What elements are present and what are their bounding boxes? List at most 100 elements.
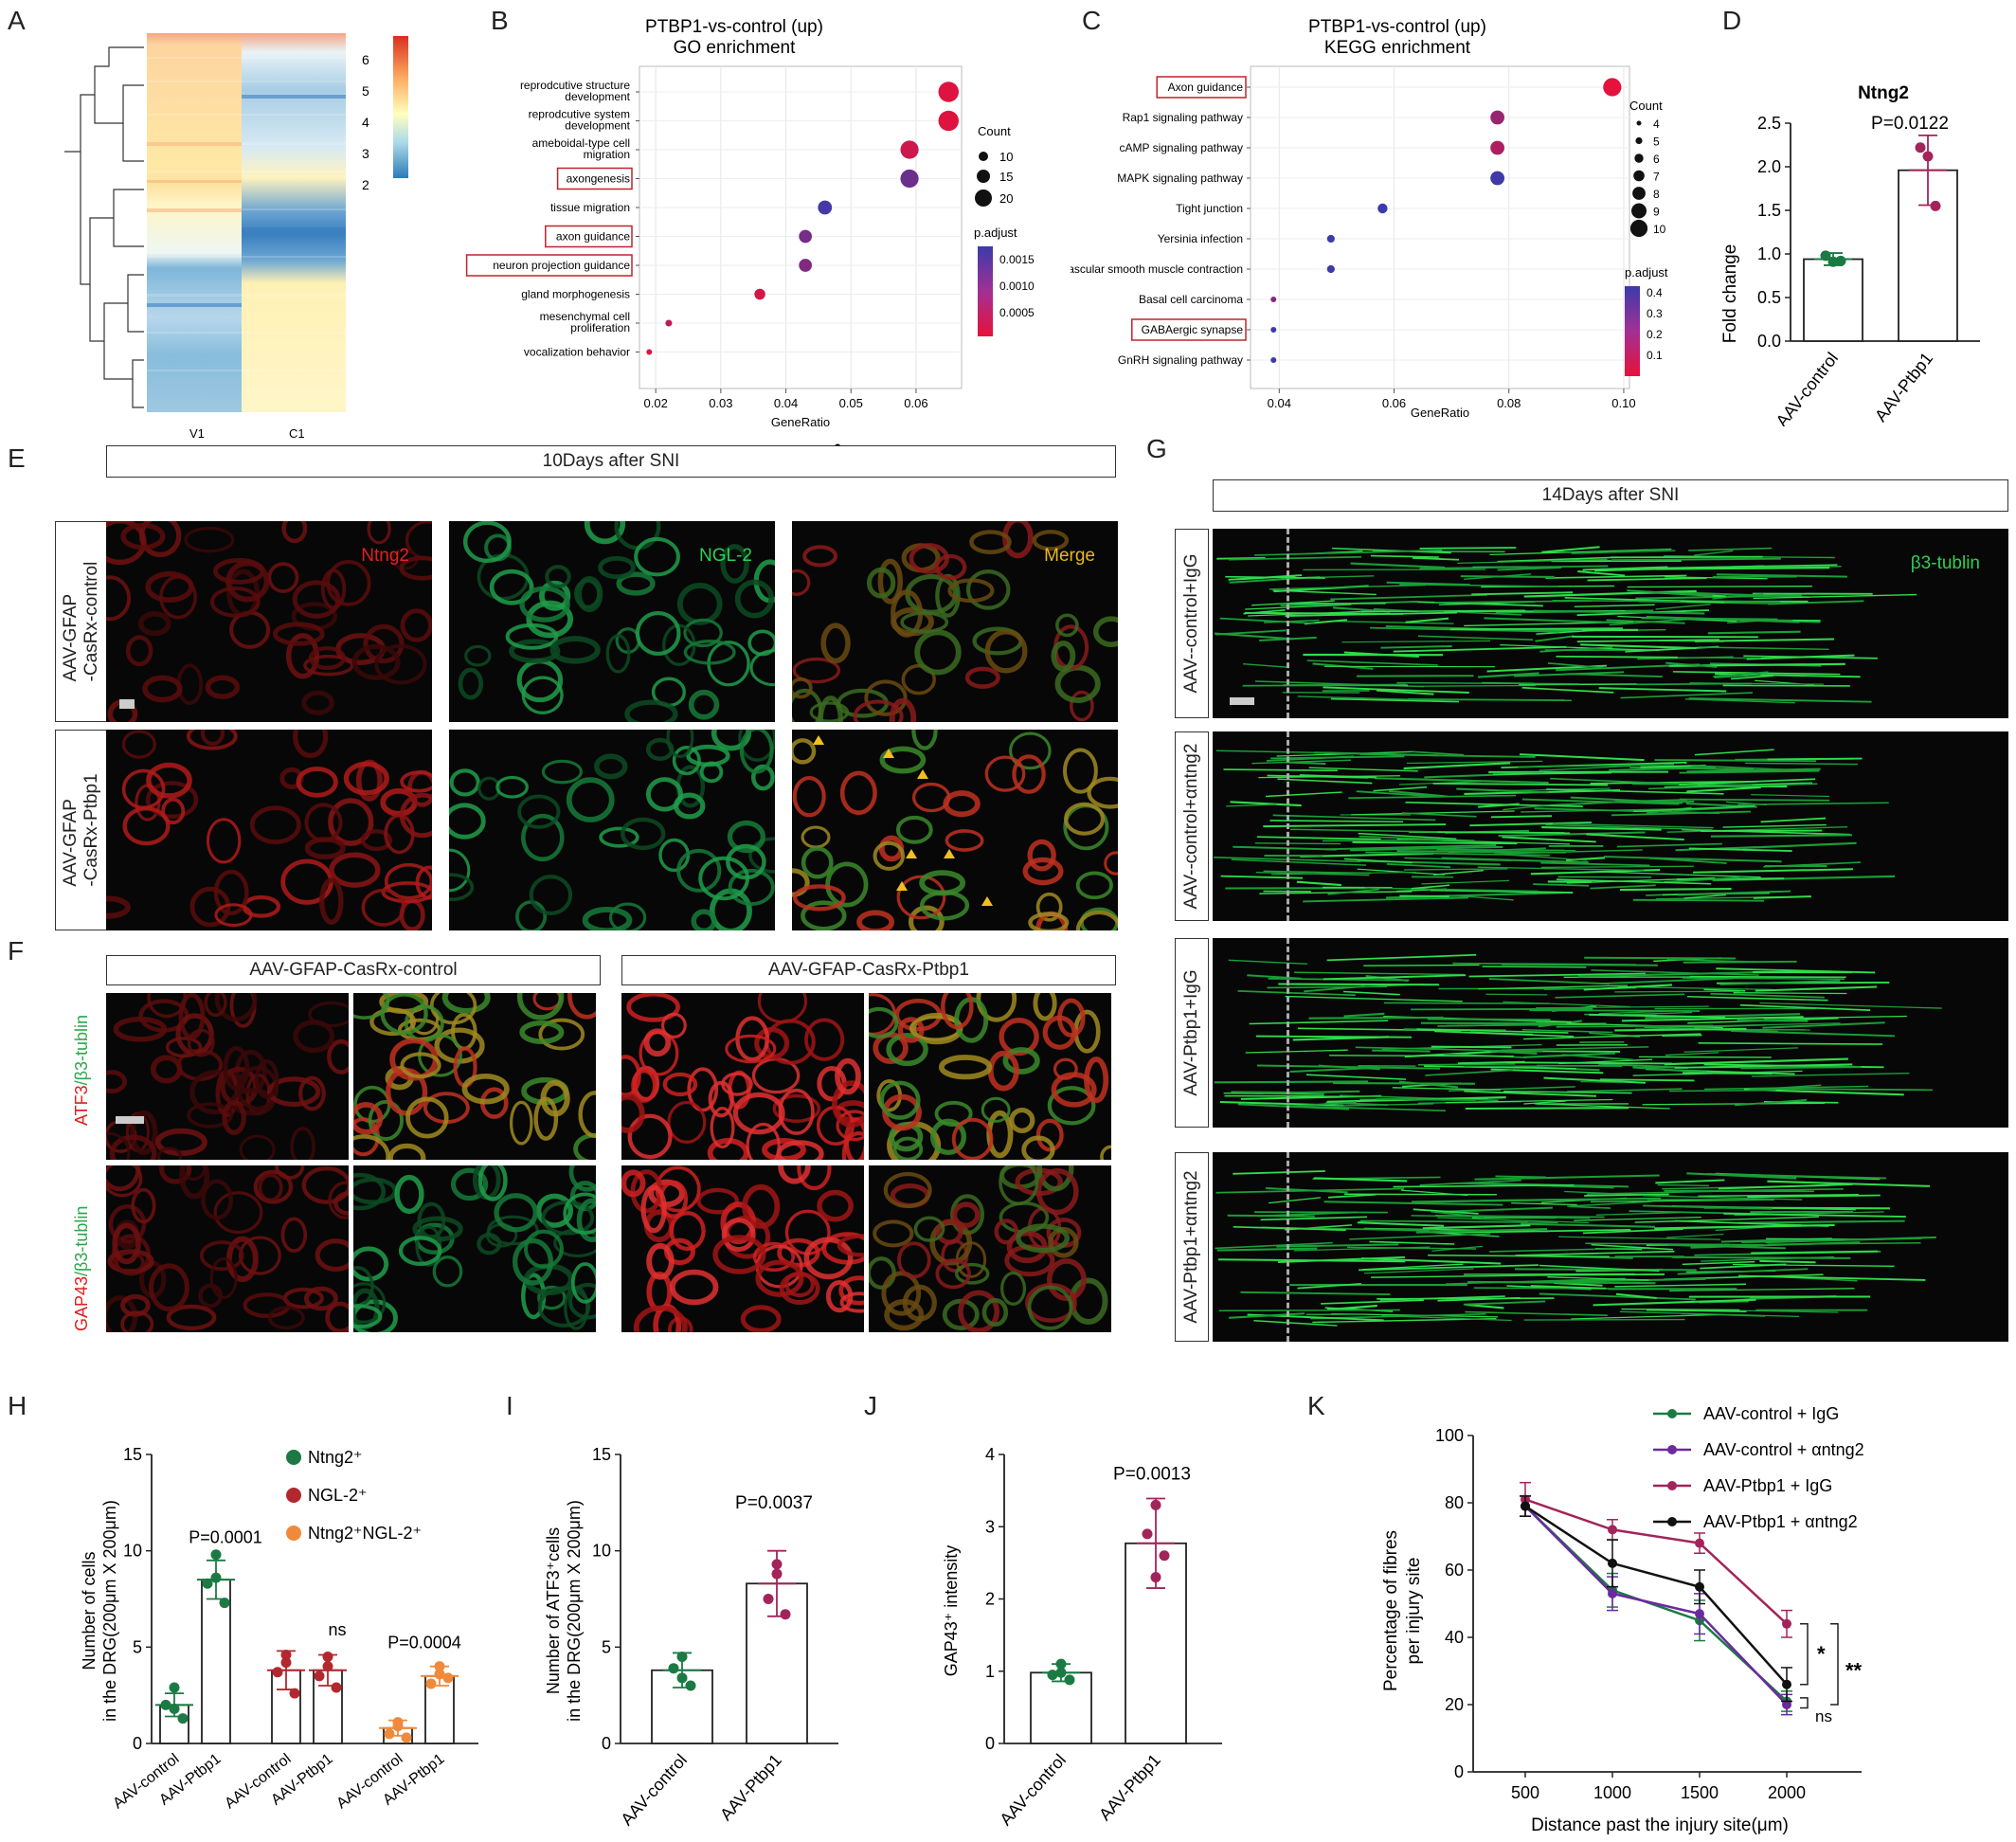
injury-site-line [1287, 731, 1289, 921]
kegg-count-legend-item: 7 [1653, 171, 1660, 184]
y-tick-label: 1.0 [1757, 244, 1781, 263]
data-point [442, 1672, 454, 1684]
kegg-count-legend-dot [1629, 219, 1648, 238]
data-point [1055, 1667, 1067, 1678]
data-point [1047, 1670, 1058, 1681]
g-row-label: AAV-Ptbp1+IgG [1175, 938, 1209, 1128]
data-point [272, 1667, 283, 1678]
panel-label-k: K [1307, 1391, 1325, 1420]
bar [1030, 1671, 1092, 1744]
data-point [1055, 1658, 1067, 1670]
k-x-tick-label: 1000 [1593, 1783, 1631, 1802]
panel-label-j: J [864, 1391, 877, 1420]
kegg-count-legend-dot [1635, 136, 1643, 145]
go-term-label: neuron projection guidance [493, 259, 630, 272]
panel-b-go-dotplot: PTBP1-vs-control (up) GO enrichment repr… [465, 17, 1035, 455]
go-term-label: tissue migration [550, 201, 630, 214]
kegg-term-label: GnRH signaling pathway [1118, 353, 1243, 367]
scale-bar [1230, 697, 1254, 705]
kegg-title-line1: PTBP1-vs-control (up) [1308, 17, 1486, 37]
x-tick-label: AAV-Ptbp1 [716, 1750, 785, 1824]
e-micrograph-r2-c1 [106, 730, 432, 930]
k-ylabel-line2: per injury site [1404, 1558, 1424, 1665]
f-header-control: AAV-GFAP-CasRx-control [106, 955, 601, 985]
kegg-count-legend-item: 8 [1653, 188, 1660, 201]
y-tick-label: 2 [985, 1590, 995, 1609]
go-term-label: vocalization behavior [524, 346, 630, 359]
colorbar-tick: 6 [362, 52, 369, 67]
channel-label: Merge [1044, 546, 1095, 566]
data-point [177, 1713, 189, 1725]
k-data-point [1782, 1700, 1791, 1709]
g-row-label: AAV--control+αntng2 [1175, 731, 1209, 921]
go-xtick-label: 0.05 [839, 396, 863, 410]
k-sig-label: ns [1815, 1707, 1832, 1725]
arrowhead-marker [896, 881, 908, 891]
x-tick-label: AAV-control [1773, 349, 1842, 426]
data-point [668, 1663, 679, 1674]
kegg-count-legend-item: 10 [1653, 223, 1666, 236]
h-legend-item: NGL-2⁺ [308, 1486, 368, 1505]
data-point [401, 1732, 412, 1743]
data-point [434, 1669, 445, 1680]
panel-k-line-chart: Percentage of fibres per injury site Dis… [1381, 1404, 1864, 1835]
kegg-term-label: MAPK signaling pathway [1117, 172, 1243, 185]
channel-label: Ntng2 [361, 546, 409, 566]
arrowhead-marker [813, 735, 824, 745]
e-micrograph-r1-c2: NGL-2 [449, 521, 775, 722]
i-ylabel-line1: Number of ATF3⁺cells [544, 1527, 563, 1694]
heatmap-svg: 6 5 4 3 2 V1 C1 [64, 33, 408, 441]
g-row-label: AAV-Ptbp1+αntng2 [1175, 1152, 1209, 1342]
colorbar-tick: 5 [362, 83, 369, 99]
y-tick-label: 0.0 [1757, 332, 1781, 351]
kegg-term-label: Axon guidance [1168, 81, 1244, 94]
f-micrograph-r1-c4 [869, 993, 1111, 1160]
y-tick-label: 10 [123, 1542, 142, 1561]
go-count-legend-title: Count [978, 124, 1011, 138]
g-header: 14Days after SNI [1213, 479, 2008, 512]
data-point [1064, 1674, 1075, 1686]
colorbar-tick: 4 [362, 115, 369, 130]
heatmap-column-label: V1 [189, 426, 205, 441]
k-series-line [1524, 1505, 1788, 1686]
data-point [676, 1652, 688, 1662]
y-tick-label: 0 [602, 1734, 611, 1753]
panel-label-e: E [8, 443, 26, 473]
data-point [322, 1661, 333, 1672]
go-term-highlight-box [545, 225, 633, 248]
k-sig-label: ** [1845, 1659, 1863, 1683]
kegg-dot [1270, 297, 1277, 302]
kegg-dot [1270, 327, 1277, 333]
kegg-padj-tick: 0.4 [1647, 286, 1663, 299]
kegg-xtick-label: 0.08 [1497, 396, 1521, 410]
kegg-padj-tick: 0.1 [1647, 349, 1663, 362]
kegg-xtick-label: 0.06 [1382, 396, 1406, 410]
kegg-dot [1326, 264, 1335, 274]
data-point [160, 1699, 171, 1710]
kegg-padj-tick: 0.2 [1647, 328, 1663, 341]
i-ylabel-line2: in the DRG(200μm X 200μm) [565, 1500, 584, 1722]
go-xtick-label: 0.06 [904, 396, 927, 410]
kegg-dot [1603, 78, 1622, 97]
k-x-tick-label: 1500 [1681, 1783, 1719, 1802]
scale-bar [116, 1116, 144, 1124]
k-legend-item: AAV-Ptbp1 + αntng2 [1703, 1512, 1858, 1531]
k-y-tick-label: 20 [1445, 1695, 1464, 1714]
data-point [384, 1728, 395, 1740]
channel-label: β3-tublin [1910, 553, 1980, 573]
data-point [1159, 1550, 1170, 1562]
f-row1-label: ATF3/β3-tublin [72, 1014, 91, 1126]
e-row-label-control: AAV-GFAP -CasRx-control [55, 521, 108, 722]
f-micrograph-r1-c2 [353, 993, 596, 1160]
arrowhead-marker [944, 849, 955, 858]
go-padj-tick: 0.0005 [999, 306, 1035, 319]
kegg-dot [1326, 234, 1335, 244]
kegg-count-legend-title: Count [1629, 99, 1663, 113]
k-x-tick-label: 500 [1511, 1783, 1539, 1802]
go-dot [900, 140, 919, 159]
go-dot [900, 169, 919, 189]
k-legend-item: AAV-Ptbp1 + IgG [1703, 1476, 1832, 1495]
k-data-point [1608, 1558, 1617, 1568]
g-nerve-micrograph-4 [1213, 1152, 2008, 1342]
arrowhead-marker [883, 749, 894, 758]
